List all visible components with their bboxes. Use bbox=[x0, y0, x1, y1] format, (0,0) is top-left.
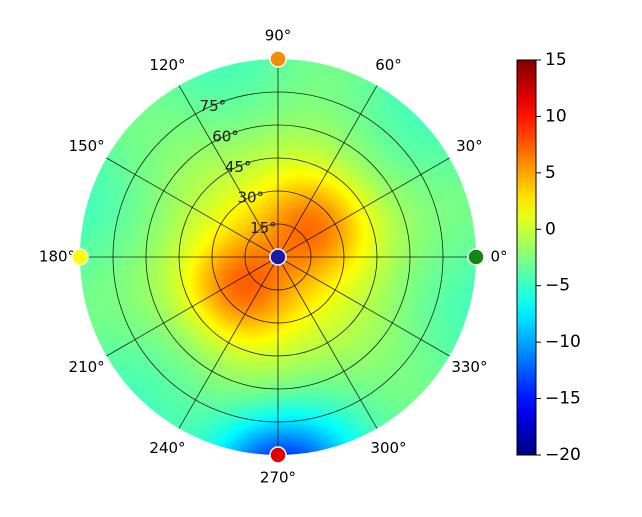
colorbar-tick-label-5: −10 bbox=[545, 332, 581, 352]
radial-tick-label-3: 60° bbox=[212, 128, 239, 146]
angle-tick-labels: 0° 30° 60° 90° 120° 150° 180° 210° 240° 270° 300° 3… bbox=[39, 27, 508, 487]
radial-tick-labels: 15° 30° 45° 60° 75° bbox=[200, 97, 277, 237]
angle-grid-line-8 bbox=[178, 256, 279, 429]
angle-tick-label-7: 210° bbox=[69, 358, 105, 376]
angle-tick-label-4: 120° bbox=[149, 56, 185, 74]
colorbar-tick-label-6: −15 bbox=[545, 389, 581, 409]
angle-grid-line-11 bbox=[277, 256, 450, 357]
colorbar-tick-label-1: 10 bbox=[545, 106, 567, 126]
angle-tick-label-1: 30° bbox=[456, 137, 483, 155]
marker-center bbox=[269, 248, 287, 266]
angle-tick-label-10: 300° bbox=[370, 439, 406, 457]
polar-grid bbox=[80, 59, 476, 455]
colorbar bbox=[516, 59, 537, 456]
angle-grid-line-5 bbox=[106, 157, 279, 258]
angle-grid-line-10 bbox=[277, 256, 378, 429]
angle-tick-label-6: 180° bbox=[39, 248, 75, 266]
colorbar-tick-label-0: 15 bbox=[545, 50, 567, 70]
angle-tick-label-9: 270° bbox=[260, 469, 296, 487]
radial-tick-label-0: 15° bbox=[250, 219, 277, 237]
colorbar-tick-label-2: 5 bbox=[545, 163, 556, 183]
angle-tick-label-8: 240° bbox=[149, 439, 185, 457]
angle-grid-line-2 bbox=[277, 85, 378, 258]
colorbar-tick-label-7: −20 bbox=[545, 445, 581, 465]
radial-tick-label-1: 30° bbox=[237, 189, 264, 207]
markers bbox=[71, 50, 485, 464]
colorbar-tick-label-3: 0 bbox=[545, 219, 556, 239]
angle-tick-label-11: 330° bbox=[451, 358, 487, 376]
colorbar-tick-label-4: −5 bbox=[545, 276, 570, 296]
marker-north bbox=[269, 50, 287, 68]
marker-west bbox=[71, 248, 89, 266]
angle-tick-label-2: 60° bbox=[375, 56, 402, 74]
angle-tick-label-5: 150° bbox=[69, 137, 105, 155]
marker-east bbox=[467, 248, 485, 266]
angle-grid-line-1 bbox=[277, 157, 450, 258]
colorbar-ticks: 15 10 5 0 −5 −10 −15 −20 bbox=[536, 50, 581, 465]
radial-tick-label-2: 45° bbox=[225, 158, 252, 176]
radial-tick-label-4: 75° bbox=[200, 97, 227, 115]
angle-tick-label-3: 90° bbox=[265, 27, 292, 45]
angle-tick-label-0: 0° bbox=[490, 248, 507, 266]
angle-grid-line-7 bbox=[106, 256, 279, 357]
angle-grid-line-4 bbox=[178, 85, 279, 258]
marker-south bbox=[269, 446, 287, 464]
